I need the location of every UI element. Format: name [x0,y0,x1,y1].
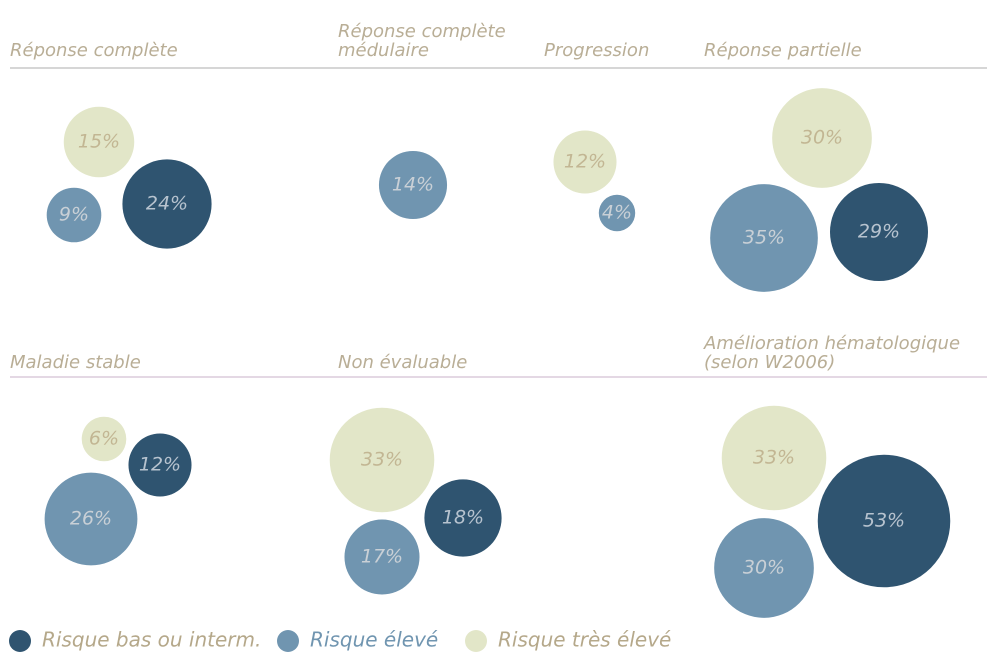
data-label: 29% [858,221,900,243]
bubble [378,150,448,220]
panel-title: Non évaluable [338,352,468,373]
bubble [772,88,872,188]
bubble [44,472,138,566]
legend-label: Risque très élevé [498,628,671,652]
data-label: 33% [361,449,403,471]
bubble [598,194,636,232]
panel-title: Maladie stable [10,352,141,373]
bubble [128,433,192,497]
bubble [424,479,502,557]
bubble [63,106,135,178]
legend-swatch [465,630,487,652]
data-label: 12% [564,151,606,173]
data-label: 14% [392,174,434,196]
bubble [46,187,102,243]
data-label: 9% [59,204,89,226]
data-label: 33% [753,447,795,469]
bubble [344,519,420,595]
bubble [329,407,435,513]
bubble [714,518,814,618]
data-label: 6% [89,428,119,450]
bubble [81,416,127,462]
panel-title: Réponse complète médulaire [338,21,506,61]
bubble [721,405,827,511]
data-label: 30% [743,557,785,579]
bubble [122,159,212,249]
panel-title: Amélioration hématologique (selon W2006) [704,333,961,373]
panel-title: Réponse partielle [704,40,862,61]
data-label: 24% [146,193,188,215]
legend-swatch [277,630,299,652]
bubble [829,182,929,282]
data-label: 15% [78,131,120,153]
legend-label: Risque élevé [310,628,438,652]
data-label: 17% [361,546,403,568]
data-label: 26% [70,508,112,530]
legend-swatch [9,630,31,652]
panel-title: Réponse complète [10,40,178,61]
data-label: 35% [743,227,785,249]
bubble [553,130,617,194]
data-label: 12% [139,454,181,476]
bubble [710,184,818,292]
data-label: 53% [863,510,905,532]
bubble [817,454,951,588]
data-label: 4% [602,202,632,224]
legend-label: Risque bas ou interm. [42,628,261,652]
data-label: 30% [801,127,843,149]
panel-title: Progression [544,40,650,61]
data-label: 18% [442,507,484,529]
